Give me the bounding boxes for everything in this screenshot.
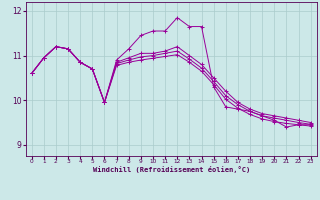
X-axis label: Windchill (Refroidissement éolien,°C): Windchill (Refroidissement éolien,°C)	[92, 166, 250, 173]
